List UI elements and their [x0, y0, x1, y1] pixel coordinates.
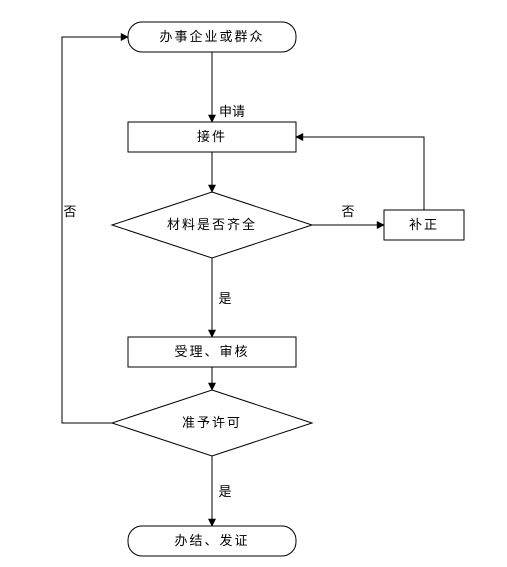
edge-complete-correct: 否 — [312, 204, 384, 225]
node-complete-label: 材料是否齐全 — [167, 217, 257, 232]
edge-label-apply: 申请 — [219, 104, 245, 119]
flowchart-canvas: 申请 否 是 是 否 — [0, 0, 507, 567]
node-receive: 接件 — [128, 122, 296, 152]
node-start: 办事企业或群众 — [128, 22, 296, 52]
edge-label-yes-finish: 是 — [218, 484, 231, 499]
node-permit-label: 准予许可 — [182, 415, 242, 430]
node-correct-label: 补正 — [409, 217, 439, 232]
node-correct: 补正 — [384, 210, 464, 240]
node-start-label: 办事企业或群众 — [159, 29, 264, 44]
edges-group: 申请 否 是 是 否 — [62, 37, 424, 526]
edge-label-yes-review: 是 — [218, 291, 231, 306]
edge-label-no-correct: 否 — [341, 204, 354, 219]
node-finish-label: 办结、发证 — [174, 533, 249, 548]
node-receive-label: 接件 — [197, 129, 227, 144]
node-complete: 材料是否齐全 — [112, 192, 312, 258]
edge-permit-start: 否 — [62, 37, 128, 423]
nodes-group: 办事企业或群众 接件 材料是否齐全 补正 受理、审核 准予许可 — [112, 22, 464, 556]
node-review-label: 受理、审核 — [174, 344, 249, 359]
node-finish: 办结、发证 — [128, 526, 296, 556]
node-review: 受理、审核 — [128, 337, 296, 367]
edge-correct-receive — [296, 137, 424, 210]
edge-start-receive: 申请 — [212, 52, 245, 122]
node-permit: 准予许可 — [112, 390, 312, 456]
edge-label-no-start: 否 — [63, 204, 76, 219]
edge-permit-finish: 是 — [212, 456, 232, 526]
edge-complete-review: 是 — [212, 258, 232, 337]
